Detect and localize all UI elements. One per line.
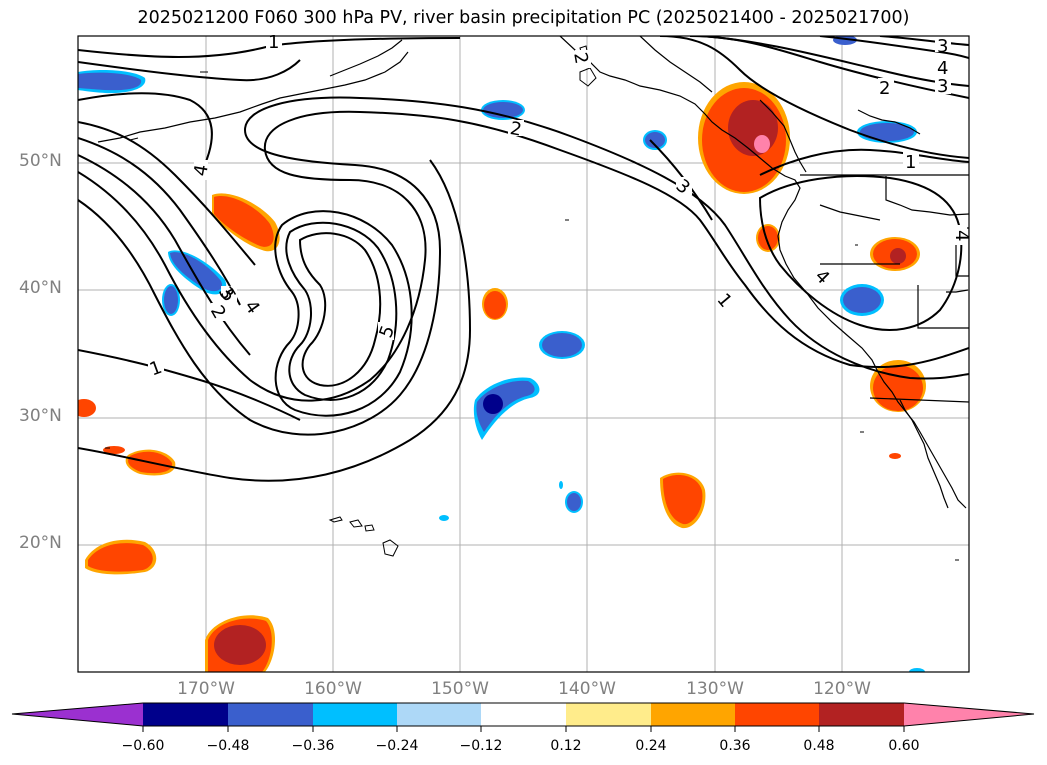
nc-patch-subtropical [473, 377, 540, 440]
pc-patch-south [205, 615, 276, 672]
colorbar-segment [819, 703, 904, 726]
colorbar-segment [397, 703, 481, 726]
contour-label: 4 [937, 58, 948, 79]
nc-patch-north-center [643, 130, 667, 150]
pc-patch-25n-east [660, 472, 706, 529]
colorbar-tick-label: 0.12 [550, 738, 582, 754]
longitude-label: 170°W [177, 679, 235, 699]
nc-patch-canada [857, 121, 917, 143]
contour-label: 2 [879, 78, 890, 99]
precip-positive-patches [78, 82, 926, 672]
nc-patch-central [539, 331, 585, 359]
colorbar-tick-label: 0.48 [803, 738, 835, 754]
map-frame [77, 35, 970, 673]
nc-patch-small-west [162, 284, 180, 316]
latitude-label: 50°N [19, 151, 62, 171]
colorbar [11, 702, 1035, 732]
pc-patch-california-coast [756, 224, 780, 252]
colorbar-segment [651, 703, 735, 726]
longitude-label: 120°W [813, 679, 871, 699]
contour-label: 1 [268, 32, 279, 53]
map-title: 2025021200 F060 300 hPa PV, river basin … [137, 8, 910, 28]
latitude-label: 40°N [19, 278, 62, 298]
colorbar-arrow-left [12, 703, 143, 726]
latitude-label: 20°N [19, 533, 62, 553]
contour-label: 2 [569, 51, 592, 66]
longitude-label: 130°W [686, 679, 744, 699]
longitude-label: 150°W [431, 679, 489, 699]
contour-label: 2 [508, 118, 523, 141]
contour-label: 3 [937, 76, 948, 97]
nc-patch-california-inland [840, 284, 884, 316]
pc-patch-great-basin [870, 237, 920, 271]
pc-patch-west-edge [78, 399, 96, 417]
contour-label: 3 [937, 36, 948, 57]
colorbar-tick-label: 0.36 [719, 738, 751, 754]
colorbar-tick-label: −0.24 [375, 738, 419, 754]
colorbar-arrow-right [904, 703, 1034, 726]
nc-patch-gulf-alaska [481, 100, 525, 120]
coastlines [97, 36, 969, 509]
contour-label: 4 [951, 230, 972, 241]
contour-label: 1 [905, 152, 916, 173]
nc-patch-small-south [559, 481, 583, 513]
colorbar-segment [481, 703, 566, 726]
nc-patch-nw-diagonal [168, 250, 227, 295]
colorbar-tick-label: −0.60 [121, 738, 165, 754]
colorbar-segment [143, 703, 228, 726]
colorbar-tick-label: −0.12 [459, 738, 503, 754]
pv-contours [78, 36, 969, 482]
pc-patch-20n [85, 539, 157, 575]
pc-patch-central-pacific [482, 288, 508, 320]
gridlines [78, 36, 969, 672]
colorbar-segment [313, 703, 397, 726]
contour-label: 4 [190, 163, 213, 178]
colorbar-segment [566, 703, 651, 726]
colorbar-tick-label: 0.24 [635, 738, 667, 754]
colorbar-segment [735, 703, 819, 726]
colorbar-tick-label: 0.60 [888, 738, 920, 754]
pc-patch-pacific-northwest [698, 82, 790, 194]
longitude-label: 160°W [304, 679, 362, 699]
colorbar-tick-label: −0.48 [206, 738, 250, 754]
colorbar-tick-label: −0.36 [291, 738, 335, 754]
longitude-label: 140°W [558, 679, 616, 699]
latitude-label: 30°N [19, 406, 62, 426]
nc-patch-northwest [78, 70, 146, 94]
colorbar-segment [228, 703, 313, 726]
pc-patch-north-central [212, 193, 280, 252]
contour-label-backgrounds [148, 36, 967, 376]
precip-negative-patches [78, 36, 925, 672]
